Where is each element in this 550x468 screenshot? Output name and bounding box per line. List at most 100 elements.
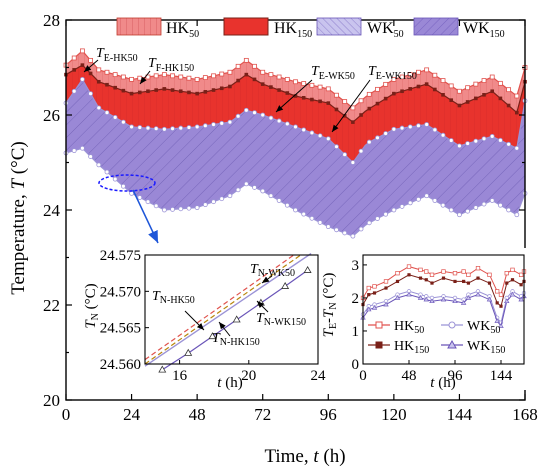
marker-te-hk50: [424, 67, 430, 73]
marker-te-wk50: [243, 107, 249, 113]
marker-te-wk50: [71, 88, 77, 94]
marker-te-hk150: [146, 89, 150, 94]
marker-te-hk150: [465, 100, 470, 104]
inset-diff-x-tick: 96: [448, 368, 464, 384]
marker-te-wk50: [473, 138, 479, 144]
x-tick-label: 0: [62, 405, 71, 424]
legend-label-wk150: WK150: [463, 20, 505, 40]
x-tick-label: 24: [123, 405, 141, 424]
marker-tn-wk: [71, 148, 77, 154]
inset-diff-marker-hk150: [505, 281, 509, 285]
main-area-layers: [63, 48, 528, 239]
marker-te-hk150: [269, 85, 273, 89]
x-tick-label: 72: [254, 405, 271, 424]
marker-te-hk50: [366, 91, 372, 97]
inset-diff-marker-hk150: [395, 279, 400, 284]
marker-te-hk150: [342, 113, 347, 118]
marker-te-wk50: [506, 141, 512, 147]
marker-te-wk50: [194, 124, 200, 130]
marker-te-hk150: [416, 84, 421, 89]
inset-zoom-y-tick: 24.560: [100, 357, 141, 373]
marker-te-hk150: [277, 88, 281, 92]
x-tick-label: 120: [381, 405, 407, 424]
marker-te-wk50: [498, 137, 503, 143]
marker-tn-wk: [170, 207, 175, 212]
marker-te-wk50: [252, 110, 257, 116]
x-tick-label: 48: [189, 405, 206, 424]
marker-te-hk50: [153, 73, 159, 79]
inset-diff-marker-hk50: [475, 266, 481, 271]
legend-label-hk50: HK50: [166, 20, 199, 40]
marker-te-hk150: [244, 72, 249, 77]
marker-tn-wk: [104, 169, 110, 175]
inset-diff-marker-wk150: [371, 304, 378, 310]
marker-te-wk50: [260, 112, 266, 118]
marker-tn-wk: [243, 181, 249, 187]
marker-te-hk150: [129, 91, 134, 96]
y-axis-label: Temperature, T (°C): [8, 141, 29, 295]
inset-diff-y-label: TE-TN (°C): [321, 273, 339, 338]
marker-te-wk50: [391, 126, 397, 132]
inset-zoom-y-tick: 24.575: [100, 248, 141, 264]
marker-te-wk50: [489, 133, 495, 139]
marker-tn-wk: [293, 207, 298, 213]
inset-legend-wk150: WK150: [467, 339, 505, 356]
marker-te-hk50: [506, 87, 512, 93]
marker-te-hk150: [219, 86, 224, 91]
marker-te-hk150: [260, 82, 265, 86]
marker-te-hk150: [359, 113, 363, 117]
inset-diff-marker-wk150: [366, 306, 372, 312]
marker-te-hk50: [391, 76, 397, 82]
marker-te-wk50: [416, 123, 421, 129]
marker-tn-wk: [88, 154, 93, 159]
inset-diff-marker-wk150: [394, 295, 401, 300]
inset-diff-marker-hk50: [487, 272, 492, 277]
inset-zoom-x-tick: 20: [241, 368, 256, 384]
inset-diff-marker-wk150: [509, 291, 516, 297]
inset-diff-marker-hk50: [504, 271, 509, 276]
marker-tn-wk: [440, 202, 446, 208]
marker-te-hk150: [228, 84, 232, 89]
marker-te-wk50: [432, 127, 438, 133]
inset-zoom-frame: [144, 254, 319, 365]
inset-legend-hk150: HK150: [394, 339, 429, 356]
marker-te-wk50: [448, 138, 454, 143]
marker-te-hk50: [301, 81, 307, 86]
inset-diff-x-tick: 0: [359, 368, 367, 384]
marker-te-hk150: [326, 101, 331, 105]
marker-te-wk50: [145, 125, 151, 131]
marker-tn-wk: [309, 215, 315, 221]
marker-te-hk50: [260, 69, 266, 75]
inset-zoom-x-label: t (h): [217, 375, 242, 391]
annotation-te-hk50: TE-HK50: [96, 46, 138, 64]
marker-te-hk50: [489, 74, 495, 80]
inset-line-tn_wk50: [144, 252, 312, 367]
y-tick-label: 28: [43, 11, 60, 30]
marker-tn-wk: [358, 226, 364, 232]
marker-te-hk150: [154, 88, 158, 92]
marker-te-hk150: [187, 90, 191, 95]
marker-te-hk150: [236, 78, 240, 83]
marker-te-wk50: [457, 143, 462, 149]
marker-te-hk50: [473, 81, 479, 87]
marker-tn-wk: [235, 187, 241, 193]
annotation-te-wk150: TE-WK150: [368, 64, 417, 82]
marker-te-hk50: [317, 84, 323, 90]
inset-diff-marker-hk150: [372, 291, 377, 295]
marker-tn-wk: [383, 211, 389, 217]
inset-diff-marker-wk150: [417, 295, 424, 300]
marker-te-hk50: [293, 79, 298, 85]
inset-diff-marker-wk150: [498, 323, 504, 328]
marker-te-hk50: [481, 78, 487, 83]
inset-legend-hk50: HK50: [394, 319, 424, 336]
inset-diff-y-tick: 0: [352, 357, 360, 373]
marker-te-wk50: [227, 119, 233, 125]
inset-diff-marker-hk150: [476, 276, 480, 280]
x-tick-label: 168: [512, 405, 538, 424]
marker-te-hk150: [400, 89, 404, 94]
inset-diff-y-tick: 2: [352, 291, 360, 307]
inset-zoom-y-tick: 24.570: [100, 284, 141, 300]
marker-te-hk50: [407, 72, 413, 78]
y-tick-label: 26: [43, 106, 60, 125]
inset-diff-marker-hk50: [510, 267, 515, 273]
